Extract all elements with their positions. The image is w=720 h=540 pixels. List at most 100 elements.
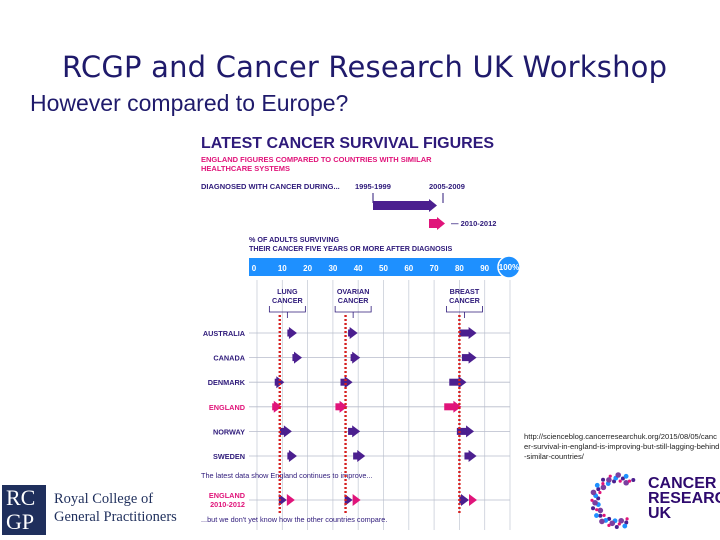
cruk-dot: [596, 487, 601, 492]
cruk-dot-ring: [590, 472, 636, 529]
survival-bar-breast: [461, 354, 470, 362]
country-label: AUSTRALIA: [203, 329, 246, 338]
cruk-dot: [618, 479, 622, 483]
x-tick-label: 0: [252, 264, 257, 273]
legend-diagnosed-label: DIAGNOSED WITH CANCER DURING...: [201, 182, 340, 191]
cruk-dot: [618, 517, 625, 524]
cancer-bracket: [334, 306, 372, 313]
cruk-dot: [591, 506, 596, 511]
latest-bar-breast: [459, 496, 462, 504]
survival-bar-breast: [464, 452, 470, 460]
country-label: ENGLAND: [209, 403, 245, 412]
axis-band: [249, 258, 510, 276]
cruk-dot: [601, 482, 605, 486]
survival-arrowhead-lung: [276, 376, 285, 389]
survival-arrowhead-breast: [466, 425, 475, 438]
cancer-header: CANCER: [272, 296, 304, 305]
rcgp-name-line2: General Practitioners: [54, 509, 177, 525]
axis-label-line: THEIR CANCER FIVE YEARS OR MORE AFTER DI…: [249, 244, 452, 253]
chart-title: LATEST CANCER SURVIVAL FIGURES: [201, 135, 494, 152]
survival-arrowhead-lung: [294, 351, 303, 364]
survival-arrowhead-breast: [468, 450, 477, 462]
survival-bar-lung: [287, 452, 290, 460]
cruk-dot: [623, 479, 629, 486]
survival-arrowhead-ovarian: [344, 376, 353, 389]
slide-subtitle: However compared to Europe?: [30, 90, 349, 116]
legend-bar-2010-2012: [429, 219, 437, 228]
cruk-logo-icon: [590, 472, 636, 529]
cruk-dot: [602, 513, 606, 517]
cruk-dot: [597, 507, 604, 514]
country-label: SWEDEN: [213, 452, 245, 461]
cruk-dot: [594, 513, 599, 518]
legend-arrowhead-magenta: [437, 217, 445, 230]
survival-bar-breast: [449, 378, 460, 386]
cruk-dot: [594, 482, 600, 488]
survival-bar-breast: [456, 427, 468, 435]
survival-bar-ovarian: [353, 452, 359, 460]
axis-label-line: % OF ADULTS SURVIVING: [249, 235, 340, 244]
cancer-header: LUNG: [277, 287, 298, 296]
cruk-dot: [598, 513, 603, 518]
cruk-dot: [614, 524, 619, 529]
x-tick-label: 20: [303, 264, 312, 273]
latest-arrowhead-magenta-lung: [286, 494, 295, 506]
survival-arrowhead-ovarian: [352, 425, 361, 438]
cruk-dot: [595, 508, 599, 512]
cruk-dot: [607, 523, 611, 527]
source-url-note[interactable]: http://scienceblog.cancerresearchuk.org/…: [524, 432, 720, 461]
rcgp-name-line1: Royal College of: [54, 491, 154, 507]
survival-bar-lung: [272, 403, 275, 411]
latest-arrowhead-magenta-ovarian: [352, 494, 361, 506]
cancer-header: BREAST: [450, 287, 480, 296]
survival-bar-lung: [274, 378, 278, 386]
cruk-line1: CANCER: [648, 475, 717, 492]
survival-arrowhead-lung: [288, 450, 297, 462]
survival-arrowhead-breast: [458, 376, 467, 389]
survival-chart: LATEST CANCER SURVIVAL FIGURES ENGLAND FI…: [201, 135, 521, 530]
cruk-dot: [622, 523, 628, 529]
country-label: DENMARK: [208, 378, 246, 387]
rcgp-letters-bottom: GP: [6, 509, 35, 534]
x-tick-label: 60: [404, 264, 413, 273]
latest-arrowhead-purple-breast: [460, 494, 469, 506]
chart-footer: ...but we don't yet know how the other c…: [201, 515, 387, 524]
cruk-logo-text: CANCER RESEARCH UK: [648, 475, 720, 522]
survival-arrowhead-lung: [283, 425, 292, 438]
cruk-dot: [627, 479, 632, 483]
rcgp-logo-text: Royal College of General Practitioners: [54, 490, 177, 526]
legend-arrowhead-purple: [429, 199, 437, 212]
x-tick-label: 50: [379, 264, 388, 273]
survival-arrowhead-breast: [453, 400, 462, 413]
cruk-dot: [625, 517, 629, 521]
cruk-dot: [592, 499, 598, 506]
legend-period-3: — 2010-2012: [451, 219, 496, 228]
cruk-dot: [598, 490, 602, 495]
rcgp-logo-mark: RC GP: [2, 485, 46, 535]
survival-bar-breast: [459, 329, 470, 337]
x-tick-label: 70: [430, 264, 439, 273]
latest-arrowhead-magenta-breast: [468, 494, 477, 506]
cancer-header: OVARIAN: [337, 287, 370, 296]
survival-arrowhead-ovarian: [349, 327, 358, 339]
survival-arrowhead-ovarian: [339, 400, 348, 413]
cruk-dot: [600, 484, 607, 491]
england-latest-label: ENGLAND: [209, 491, 245, 500]
survival-bar-ovarian: [340, 378, 346, 386]
x-tick-label: 10: [278, 264, 287, 273]
england-latest-intro: The latest data show England continues t…: [201, 471, 373, 480]
x-tick-label: 90: [480, 264, 489, 273]
survival-arrowhead-ovarian: [357, 450, 366, 462]
survival-arrowhead-ovarian: [352, 351, 361, 364]
cruk-dot: [617, 522, 621, 526]
cruk-dot: [599, 518, 605, 525]
cruk-line3: UK: [648, 505, 672, 522]
survival-arrowhead-breast: [468, 327, 477, 339]
survival-arrowhead-breast: [468, 351, 477, 364]
survival-bar-lung: [279, 427, 285, 435]
x-tick-label-100: 100%: [499, 263, 519, 272]
legend-period-2: 2005-2009: [429, 182, 465, 191]
survival-bar-breast: [444, 403, 455, 411]
slide-title: RCGP and Cancer Research UK Workshop: [62, 50, 668, 84]
rcgp-letters-top: RC: [6, 485, 36, 510]
